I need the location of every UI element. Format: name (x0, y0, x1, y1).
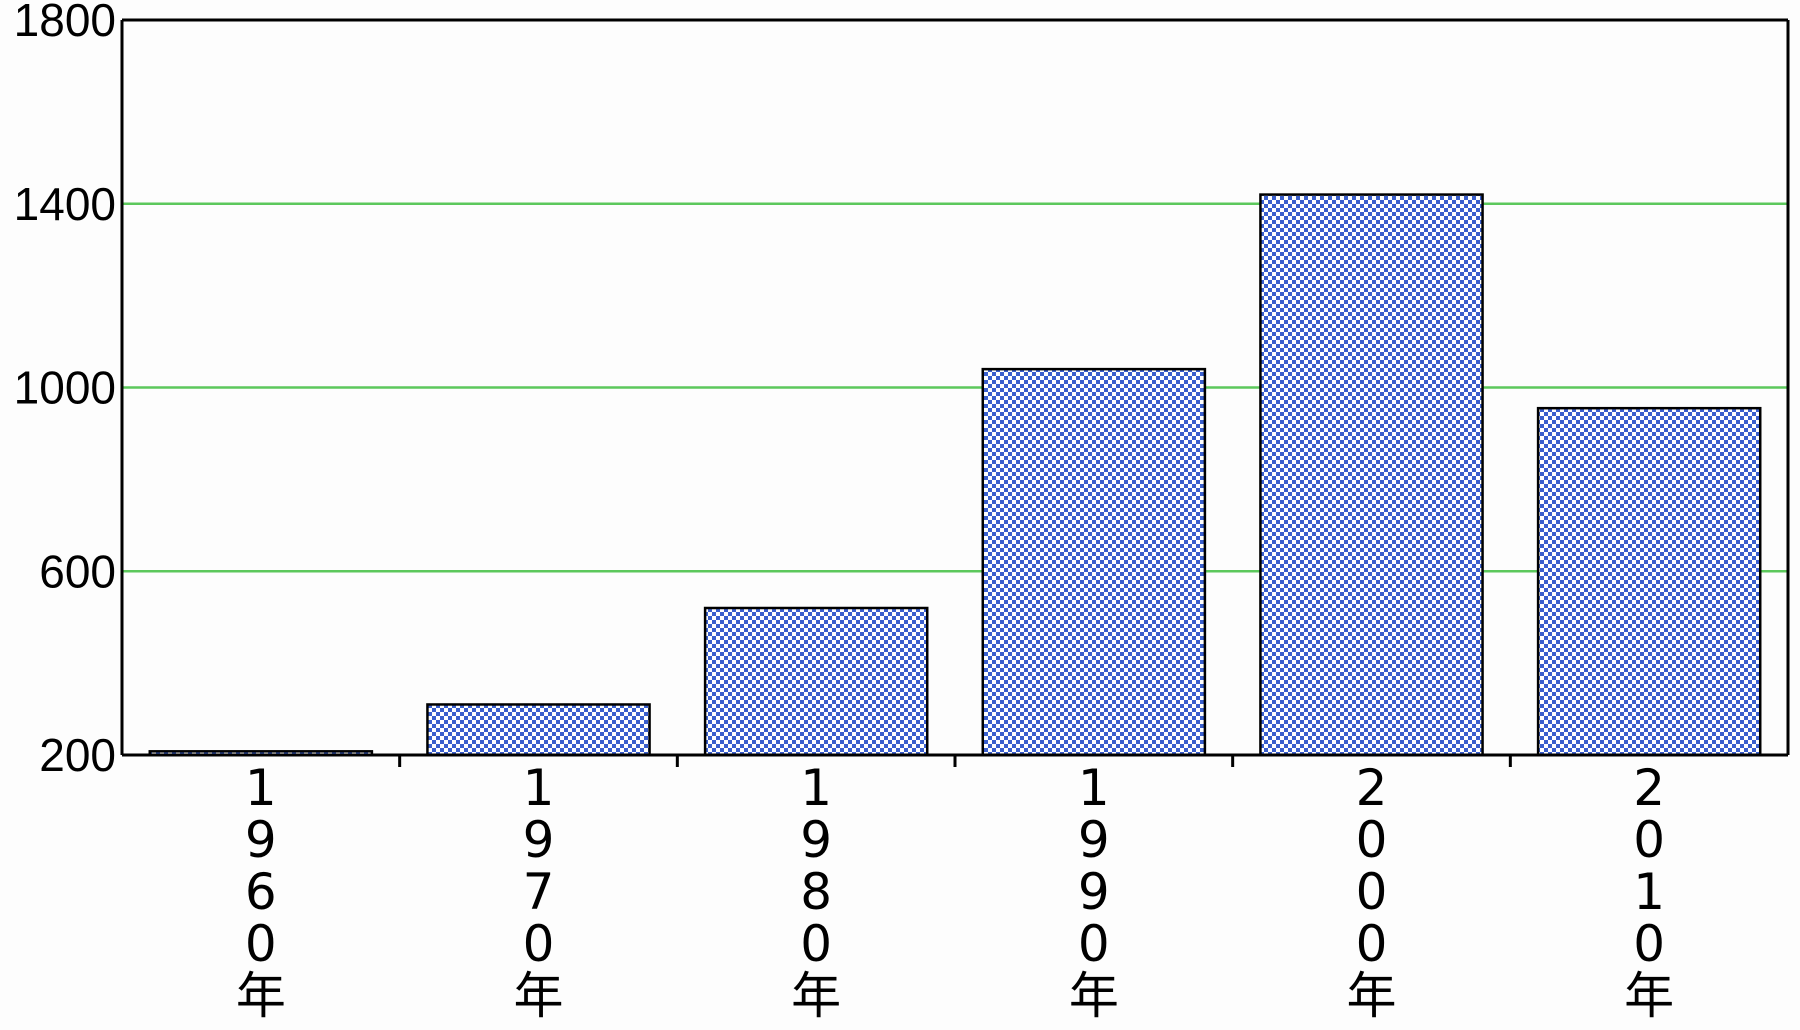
bar-3 (981, 367, 1207, 757)
bar-4 (1259, 193, 1484, 757)
y-tick-label-600: 600 (39, 545, 116, 597)
y-axis-tick-labels: 200 600 1000 1400 1800 (14, 0, 116, 781)
y-tick-label-1800: 1800 (14, 0, 116, 46)
axes (120, 18, 1790, 767)
y-tick-label-200: 200 (39, 729, 116, 781)
y-tick-label-1000: 1000 (14, 362, 116, 414)
bar-1 (426, 703, 651, 757)
gridlines (122, 202, 1788, 573)
x-axis-tick-labels: 1 9 6 0 年 1 9 7 0 年 1 9 8 0 年 1 9 9 0 年 2 0 0 0 年 2 0 1 0 年 (236, 759, 1674, 1025)
bar-2 (703, 606, 929, 757)
y-tick-label-1400: 1400 (14, 178, 116, 230)
bars (148, 193, 1762, 757)
bar-5 (1536, 406, 1762, 757)
